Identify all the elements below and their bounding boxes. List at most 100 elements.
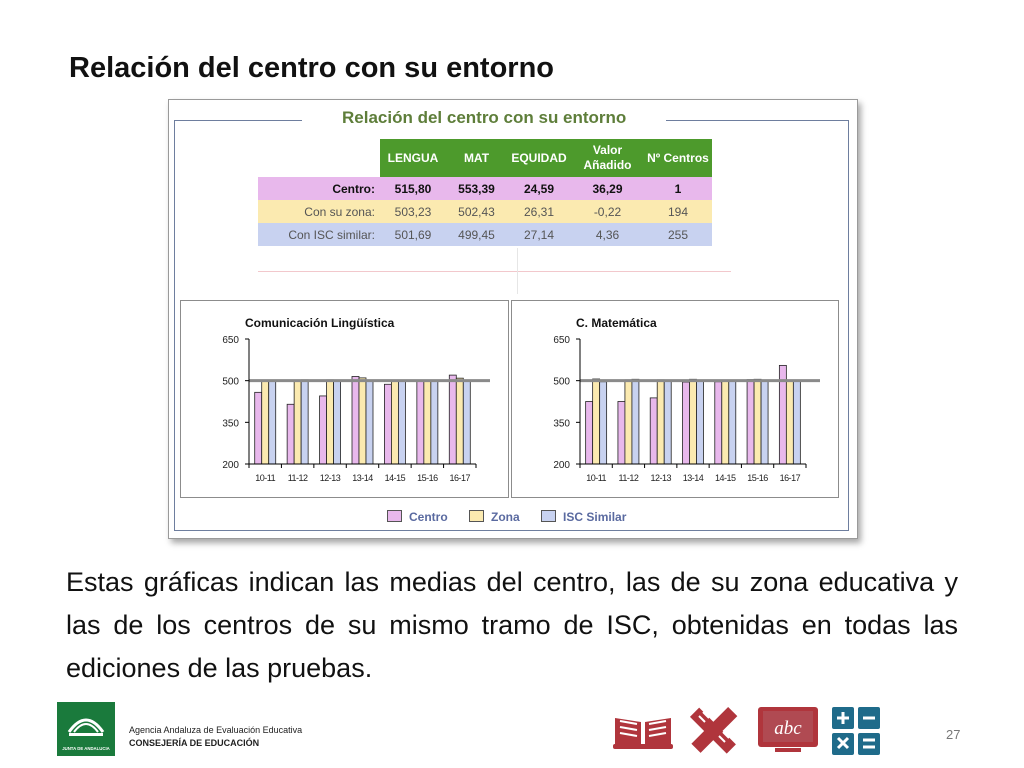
x-tick-label: 10-11 [586,473,606,483]
bar-isc-similar [300,379,309,465]
table-cell: 24,59 [507,177,571,200]
bar-zona [293,379,302,465]
x-tick-label: 13-14 [683,473,704,483]
x-tick-label: 14-15 [715,473,736,483]
legend-item-zona: Zona [469,510,520,524]
open-book-icon [613,718,673,749]
table-cell: 27,14 [507,223,571,246]
bar-isc-similar [696,380,704,465]
table-cell: 515,80 [380,177,446,200]
y-tick-label: 200 [553,460,570,471]
legend-swatch-zona [469,510,485,522]
y-tick-label: 650 [222,335,239,346]
legend-label-zona: Zona [491,510,520,524]
table-header-n-centros: Nº Centros [644,139,712,177]
bar-isc-similar [398,380,406,465]
summary-table: LENGUA MAT EQUIDAD Valor Añadido Nº Centr… [258,139,712,246]
ruler-pencil-icon [689,706,738,754]
bar-isc-similar [268,380,277,465]
chart-title: Comunicación Lingüística [245,316,395,330]
table-row-label: Con ISC similar: [258,223,380,246]
legend-label-centro: Centro [409,510,448,524]
bar-zona [423,380,432,465]
bar-zona [753,378,762,465]
table-cell: 194 [644,200,712,223]
x-tick-label: 13-14 [352,473,373,483]
chart-box-lengua: Comunicación Lingüística 200 350 500 650 10-1… [180,300,509,498]
chart-title: C. Matemática [576,316,657,330]
y-tick-label: 500 [222,377,239,388]
legend-item-centro: Centro [387,510,448,524]
table-cell: 4,36 [571,223,644,246]
table-row: Centro: 515,80 553,39 24,59 36,29 1 [258,177,712,200]
bar-isc-similar [365,379,374,465]
table-cell: 26,31 [507,200,571,223]
table-cell: 1 [644,177,712,200]
chart-matematica: C. Matemática 200 350 500 650 10-11 11-12 12-13… [553,316,820,483]
bar-zona [455,377,464,465]
y-tick-label: 650 [553,335,570,346]
table-cell: 553,39 [446,177,507,200]
bar-zona [785,379,794,465]
y-tick-label: 200 [222,460,239,471]
bar-isc-similar [760,379,769,465]
logo-text: JUNTA DE ANDALUCIA [62,746,110,751]
bar-zona [326,379,334,465]
bar-zona [624,379,633,465]
y-tick-label: 350 [553,418,570,429]
bar-zona [358,377,367,465]
junta-logo-icon: JUNTA DE ANDALUCIA [62,718,110,751]
table-row: Con su zona: 503,23 502,43 26,31 -0,22 1… [258,200,712,223]
footer-department: CONSEJERÍA DE EDUCACIÓN [129,738,260,748]
bar-centro [351,376,360,465]
legend-swatch-isc [541,510,557,522]
table-cell: 502,43 [446,200,507,223]
bar-centro [714,381,723,465]
body-paragraph: Estas gráficas indican las medias del ce… [66,567,958,683]
bar-zona [656,379,665,465]
footer-organization: Agencia Andaluza de Evaluación Educativa… [129,724,302,750]
table-header-equidad: EQUIDAD [507,139,571,177]
bar-zona [592,378,601,465]
bar-centro [682,381,690,465]
x-tick-label: 16-17 [780,473,801,483]
bar-centro [384,383,392,465]
svg-text:abc: abc [774,718,802,739]
chart-legend: Centro Zona ISC Similar [387,510,644,524]
x-tick-label: 15-16 [747,473,768,483]
bar-centro [746,379,755,465]
legend-label-isc: ISC Similar [563,510,627,524]
table-cell: -0,22 [571,200,644,223]
legend-item-isc: ISC Similar [541,510,626,524]
slide-title: Relación del centro con su entorno [69,52,555,84]
x-tick-label: 10-11 [255,473,275,483]
bar-isc-similar [728,380,737,465]
table-header-row: LENGUA MAT EQUIDAD Valor Añadido Nº Centr… [258,139,712,177]
x-tick-label: 12-13 [650,473,671,483]
calculator-icon [832,707,880,755]
table-header-blank [258,139,380,177]
bar-isc-similar [663,379,672,465]
table-divider [517,248,518,294]
y-tick-label: 500 [553,377,570,388]
page-number: 27 [946,727,961,742]
bar-centro [617,401,626,465]
bar-isc-similar [430,380,439,465]
x-tick-label: 16-17 [450,473,471,483]
bar-isc-similar [462,380,471,465]
bar-isc-similar [599,381,608,465]
table-row-label: Con su zona: [258,200,380,223]
junta-logo: JUNTA DE ANDALUCIA [57,702,115,756]
table-header-mat: MAT [446,139,507,177]
table-divider [258,271,731,272]
report-panel: Relación del centro con su entorno LENGU… [168,99,858,539]
bar-centro [649,397,658,465]
bar-centro [254,391,263,465]
footer-agency: Agencia Andaluza de Evaluación Educativa [129,725,303,735]
bar-isc-similar [792,380,801,465]
legend-swatch-centro [387,510,402,522]
bar-centro [448,374,457,465]
panel-title: Relación del centro con su entorno [302,108,667,128]
bar-centro [286,403,295,465]
table-header-valor-anadido: Valor Añadido [571,139,644,177]
